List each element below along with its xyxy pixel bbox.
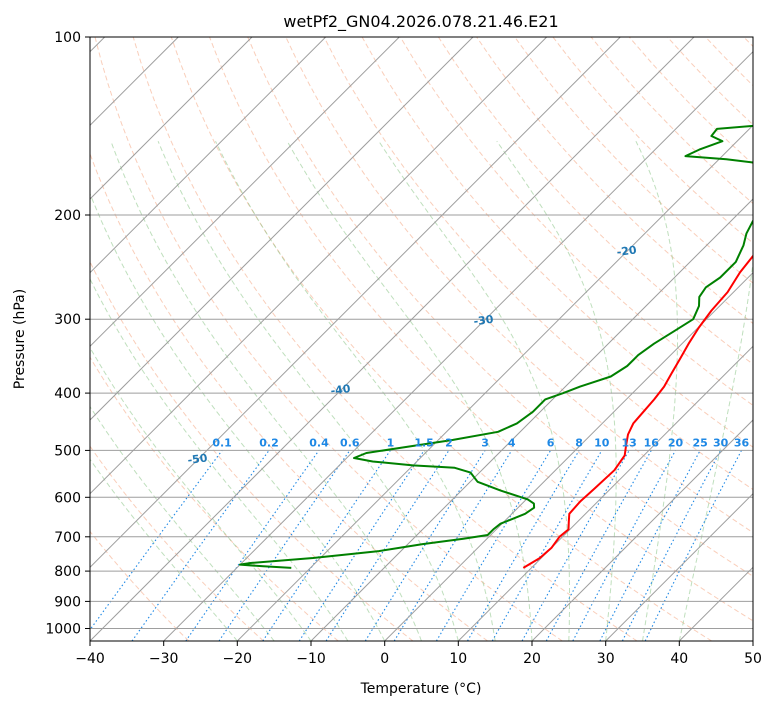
plot-frame bbox=[89, 36, 754, 642]
dry-adiabat-line bbox=[323, 37, 753, 491]
mixing-ratio-label: 13 bbox=[622, 436, 637, 449]
mixing-ratio-label: 0.4 bbox=[309, 436, 329, 449]
x-axis-title: Temperature (°C) bbox=[360, 681, 482, 697]
dry-adiabat-line bbox=[90, 445, 264, 641]
isotherm-line bbox=[531, 419, 753, 641]
grid-layer bbox=[90, 37, 753, 641]
mixing-ratio-label: 0.6 bbox=[340, 436, 360, 449]
x-tick-label: 30 bbox=[597, 651, 615, 667]
mixing-ratio-label: 1 bbox=[387, 436, 395, 449]
mixing-ratio-line bbox=[218, 450, 351, 641]
isotherm-label: -30 bbox=[473, 313, 495, 329]
x-tick-label: 50 bbox=[744, 651, 762, 667]
y-tick-label: 700 bbox=[54, 530, 81, 546]
axis-layer: −40 −30 −20 −10 0 10 20 30 40 5010020030040050060… bbox=[45, 30, 762, 667]
dry-adiabat-line bbox=[170, 37, 712, 641]
isotherm-line bbox=[90, 37, 400, 348]
mixing-ratio-label: 30 bbox=[713, 436, 729, 449]
y-tick-label: 600 bbox=[54, 490, 81, 506]
y-tick-label: 200 bbox=[54, 208, 81, 224]
mixing-ratio-line bbox=[262, 450, 391, 641]
mixing-ratio-line bbox=[521, 450, 630, 641]
series-layer bbox=[239, 124, 753, 569]
mixing-ratio-label: 2 bbox=[445, 436, 453, 449]
dry-adiabat-line bbox=[90, 530, 190, 641]
y-tick-label: 100 bbox=[54, 30, 81, 46]
mixing-ratio-label: 20 bbox=[668, 436, 684, 449]
dry-adiabat-line bbox=[247, 37, 753, 577]
y-axis-title: Pressure (hPa) bbox=[12, 289, 28, 389]
dry-adiabat-line bbox=[90, 356, 339, 641]
isotherm-line bbox=[457, 345, 753, 641]
y-tick-label: 900 bbox=[54, 594, 81, 610]
mixing-ratio-line bbox=[644, 450, 742, 641]
isotherm-line bbox=[90, 37, 621, 569]
mixing-ratio-line bbox=[621, 450, 722, 641]
mixing-ratio-label: 36 bbox=[734, 436, 750, 449]
dry-adiabat-line bbox=[399, 37, 753, 407]
y-tick-label: 800 bbox=[54, 564, 81, 580]
isotherm-line bbox=[90, 37, 548, 495]
x-tick-label: −20 bbox=[223, 651, 253, 667]
isotherm-line bbox=[90, 37, 474, 421]
dry-adiabat-line bbox=[94, 37, 563, 641]
dewpoint-profile-line bbox=[239, 124, 753, 569]
isotherm-line bbox=[90, 37, 327, 274]
mixing-ratio-label: 1.5 bbox=[414, 436, 434, 449]
mixing-ratio-label: 3 bbox=[481, 436, 489, 449]
isotherm-label: -50 bbox=[187, 451, 209, 467]
dry-adiabat-line bbox=[132, 37, 638, 641]
mixing-ratio-label: 25 bbox=[693, 436, 708, 449]
mixing-ratio-line bbox=[545, 450, 652, 641]
mixing-ratio-line bbox=[298, 450, 425, 641]
mixing-ratio-label: 0.1 bbox=[212, 436, 232, 449]
mixing-ratio-label: 6 bbox=[547, 436, 555, 449]
x-tick-label: 10 bbox=[449, 651, 467, 667]
mixing-ratio-label: 10 bbox=[594, 436, 610, 449]
dry-adiabat-line bbox=[90, 152, 488, 641]
dry-adiabat-line bbox=[437, 37, 753, 365]
mixing-ratio-line bbox=[393, 450, 513, 641]
isotherm-line bbox=[90, 37, 253, 200]
x-tick-label: 20 bbox=[523, 651, 541, 667]
y-tick-label: 500 bbox=[54, 443, 81, 459]
temperature-profile-line bbox=[522, 254, 753, 569]
isotherm-line bbox=[605, 492, 753, 641]
mixing-ratio-line bbox=[325, 450, 450, 641]
dry-adiabat-line bbox=[209, 37, 753, 622]
mixing-ratio-line bbox=[572, 450, 676, 641]
y-tick-label: 400 bbox=[54, 386, 81, 402]
label-layer: 0.1 0.2 0.4 0.6 1 1.5 2 3 4 6 8 10 13 16 20 25 30 36 -50 -4… bbox=[187, 243, 750, 467]
y-tick-label: 300 bbox=[54, 312, 81, 328]
isotherm-line bbox=[90, 37, 695, 641]
x-tick-label: −10 bbox=[296, 651, 326, 667]
x-tick-label: 0 bbox=[380, 651, 389, 667]
mixing-ratio-label: 0.2 bbox=[259, 436, 279, 449]
dry-adiabat-line bbox=[514, 37, 753, 284]
mixing-ratio-line bbox=[185, 450, 320, 641]
mixing-ratio-label: 4 bbox=[508, 436, 516, 449]
chart-title: wetPf2_GN04.2026.078.21.46.E21 bbox=[283, 12, 558, 32]
mixing-ratio-label: 8 bbox=[575, 436, 583, 449]
isotherm-line bbox=[310, 198, 753, 641]
isotherm-line bbox=[163, 50, 753, 641]
isotherm-line bbox=[236, 124, 753, 641]
y-tick-label: 1000 bbox=[45, 622, 81, 638]
x-tick-label: 40 bbox=[670, 651, 688, 667]
isotherm-line bbox=[384, 271, 753, 641]
mixing-ratio-label: 16 bbox=[644, 436, 660, 449]
x-tick-label: −40 bbox=[75, 651, 105, 667]
isotherm-label: -40 bbox=[330, 382, 352, 398]
x-tick-label: −30 bbox=[149, 651, 179, 667]
isotherm-label: -20 bbox=[616, 243, 638, 259]
mixing-ratio-line bbox=[90, 450, 223, 631]
